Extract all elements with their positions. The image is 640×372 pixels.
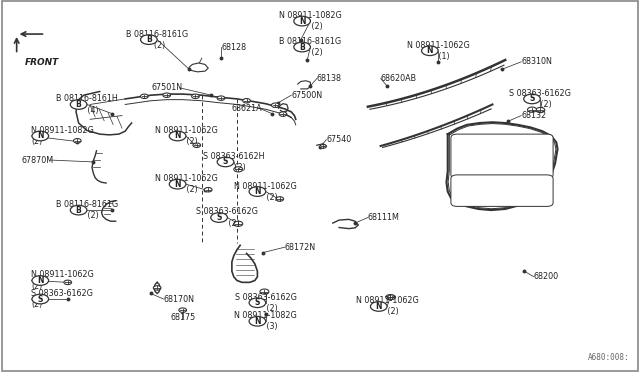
Circle shape: [170, 179, 186, 189]
Text: N 08911-1082G
     (2): N 08911-1082G (2): [279, 11, 342, 31]
Text: FRONT: FRONT: [25, 58, 60, 67]
Circle shape: [70, 100, 87, 109]
Circle shape: [388, 295, 396, 299]
Text: 68138: 68138: [317, 74, 342, 83]
Text: S 08363-6162G
     (2): S 08363-6162G (2): [509, 89, 572, 109]
Circle shape: [179, 308, 186, 312]
Text: B 08116-8161H
     (4): B 08116-8161H (4): [56, 94, 118, 115]
Text: 67870M: 67870M: [22, 155, 54, 164]
Circle shape: [294, 42, 310, 52]
Text: N: N: [254, 317, 260, 326]
Text: N 08911-1082G
(2): N 08911-1082G (2): [31, 126, 94, 146]
Text: S 08363-6162G
     (2): S 08363-6162G (2): [235, 293, 297, 313]
Circle shape: [249, 187, 266, 196]
Text: N: N: [254, 187, 260, 196]
Text: B: B: [76, 100, 81, 109]
Text: A680:008:: A680:008:: [588, 353, 630, 362]
Circle shape: [163, 93, 171, 97]
Circle shape: [32, 294, 49, 304]
Circle shape: [249, 317, 266, 326]
Circle shape: [170, 131, 186, 141]
Circle shape: [276, 197, 284, 201]
Circle shape: [536, 108, 545, 113]
Circle shape: [279, 112, 287, 116]
Circle shape: [422, 46, 438, 55]
Circle shape: [154, 286, 161, 290]
Text: S: S: [223, 157, 228, 166]
Text: 68175: 68175: [170, 313, 195, 322]
Text: N: N: [174, 180, 181, 189]
Circle shape: [243, 99, 250, 103]
Circle shape: [141, 35, 157, 44]
Text: 67500N: 67500N: [291, 91, 323, 100]
Text: N 08911-1062G
     (1): N 08911-1062G (1): [407, 41, 470, 61]
Text: N: N: [37, 276, 44, 285]
Circle shape: [320, 144, 326, 148]
Text: N 08911-1082G
     (3): N 08911-1082G (3): [234, 311, 297, 331]
Text: 68310N: 68310N: [521, 57, 552, 66]
FancyBboxPatch shape: [451, 134, 553, 179]
Circle shape: [204, 187, 212, 192]
Text: 68620AB: 68620AB: [381, 74, 417, 83]
Text: N 08911-1062G
     (2): N 08911-1062G (2): [154, 126, 217, 146]
Circle shape: [271, 103, 279, 108]
Text: S: S: [529, 94, 534, 103]
Text: 68621A: 68621A: [232, 104, 262, 113]
Circle shape: [74, 138, 81, 143]
Text: 68128: 68128: [221, 42, 246, 51]
Circle shape: [217, 96, 225, 100]
Circle shape: [32, 131, 49, 141]
Circle shape: [249, 298, 266, 308]
Circle shape: [32, 276, 49, 285]
Text: N 08911-1062G
     (2): N 08911-1062G (2): [154, 174, 217, 194]
Circle shape: [234, 167, 243, 172]
Text: S 08363-6162G
     (2): S 08363-6162G (2): [196, 208, 259, 228]
Text: B: B: [76, 206, 81, 215]
Circle shape: [211, 213, 227, 222]
Text: N: N: [299, 17, 305, 26]
Circle shape: [64, 280, 72, 285]
Text: N 08911-1062G
     (2): N 08911-1062G (2): [234, 182, 297, 202]
Text: N 08911-1062G
(2): N 08911-1062G (2): [31, 270, 94, 291]
Text: N: N: [427, 46, 433, 55]
Text: B: B: [146, 35, 152, 44]
Text: 68132: 68132: [521, 111, 547, 120]
Circle shape: [371, 302, 387, 311]
Text: N 08911-1062G
     (2): N 08911-1062G (2): [356, 296, 419, 317]
Text: S: S: [38, 295, 43, 304]
Circle shape: [294, 16, 310, 26]
Text: N: N: [174, 131, 181, 141]
Text: 68172N: 68172N: [285, 243, 316, 251]
Circle shape: [234, 221, 243, 227]
Circle shape: [386, 295, 395, 300]
Text: 67540: 67540: [326, 135, 351, 144]
Text: 68170N: 68170N: [164, 295, 195, 304]
Circle shape: [527, 107, 536, 112]
Circle shape: [260, 289, 269, 294]
Text: S 08363-6162H
     (2): S 08363-6162H (2): [203, 152, 264, 172]
Text: N: N: [37, 131, 44, 141]
Text: S: S: [216, 213, 222, 222]
Text: B 08116-8161G
     (2): B 08116-8161G (2): [279, 37, 342, 57]
Circle shape: [193, 143, 200, 147]
Text: B 08116-8161G
     (2): B 08116-8161G (2): [56, 200, 118, 220]
Text: 67501N: 67501N: [152, 83, 182, 92]
Text: S 08363-6162G
(2): S 08363-6162G (2): [31, 289, 93, 309]
Circle shape: [70, 205, 87, 215]
Circle shape: [141, 94, 148, 99]
Text: B 08116-8161G
  (2): B 08116-8161G (2): [126, 29, 188, 49]
Text: S: S: [255, 298, 260, 307]
Circle shape: [191, 94, 199, 99]
Text: 68200: 68200: [534, 272, 559, 281]
FancyBboxPatch shape: [451, 175, 553, 206]
Circle shape: [217, 157, 234, 167]
Text: N: N: [376, 302, 382, 311]
Text: B: B: [300, 42, 305, 51]
Circle shape: [524, 94, 540, 104]
Text: 68111M: 68111M: [368, 213, 400, 222]
